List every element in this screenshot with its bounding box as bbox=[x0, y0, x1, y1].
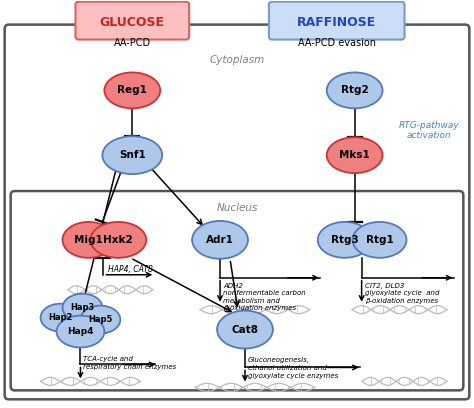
FancyBboxPatch shape bbox=[11, 191, 463, 390]
Text: TCA-cycle and
respiratory chain enzymes: TCA-cycle and respiratory chain enzymes bbox=[83, 357, 177, 370]
Text: RAFFINOSE: RAFFINOSE bbox=[297, 16, 376, 29]
Text: AA-PCD: AA-PCD bbox=[114, 38, 151, 48]
Text: Snf1: Snf1 bbox=[119, 150, 146, 160]
Ellipse shape bbox=[318, 222, 372, 258]
Text: Rtg1: Rtg1 bbox=[366, 235, 393, 245]
Text: Hap3: Hap3 bbox=[70, 303, 95, 312]
Text: Hap2: Hap2 bbox=[48, 313, 73, 322]
Text: Gluconeogenesis,
ethanol utilization and
glyoxylate cycle enzymes: Gluconeogenesis, ethanol utilization and… bbox=[248, 357, 338, 379]
Ellipse shape bbox=[41, 304, 81, 332]
Text: CIT2, DLD3
glyoxylate cycle  and
β-oxidation enzymes: CIT2, DLD3 glyoxylate cycle and β-oxidat… bbox=[365, 283, 439, 304]
FancyBboxPatch shape bbox=[75, 2, 189, 40]
Ellipse shape bbox=[327, 137, 383, 173]
Ellipse shape bbox=[217, 310, 273, 348]
Text: Mig1: Mig1 bbox=[74, 235, 103, 245]
Text: GLUCOSE: GLUCOSE bbox=[100, 16, 165, 29]
Text: Hxk2: Hxk2 bbox=[103, 235, 133, 245]
Text: Adr1: Adr1 bbox=[206, 235, 234, 245]
Ellipse shape bbox=[102, 136, 162, 174]
FancyBboxPatch shape bbox=[5, 24, 469, 399]
Text: Mks1: Mks1 bbox=[339, 150, 370, 160]
Ellipse shape bbox=[327, 73, 383, 109]
Text: RTG-pathway
activation: RTG-pathway activation bbox=[399, 120, 460, 140]
Text: Reg1: Reg1 bbox=[118, 85, 147, 95]
Ellipse shape bbox=[56, 316, 104, 348]
Ellipse shape bbox=[104, 73, 160, 109]
Text: ADH2
nonfermentable carbon
metabolism and
β-oxidation enzymes: ADH2 nonfermentable carbon metabolism an… bbox=[223, 283, 306, 311]
FancyBboxPatch shape bbox=[269, 2, 404, 40]
Ellipse shape bbox=[63, 294, 102, 322]
Text: Cytoplasm: Cytoplasm bbox=[210, 55, 264, 66]
Text: Rtg2: Rtg2 bbox=[341, 85, 368, 95]
Ellipse shape bbox=[81, 306, 120, 334]
Ellipse shape bbox=[353, 222, 407, 258]
Ellipse shape bbox=[63, 222, 114, 258]
Text: Nucleus: Nucleus bbox=[216, 203, 258, 213]
Text: Hap5: Hap5 bbox=[88, 315, 113, 324]
Text: Cat8: Cat8 bbox=[231, 325, 258, 335]
Text: AA-PCD evasion: AA-PCD evasion bbox=[298, 38, 376, 48]
Ellipse shape bbox=[91, 222, 146, 258]
Text: Hap4: Hap4 bbox=[67, 327, 94, 336]
Ellipse shape bbox=[192, 221, 248, 259]
Text: Rtg3: Rtg3 bbox=[331, 235, 358, 245]
Text: HAP4, CAT8: HAP4, CAT8 bbox=[109, 265, 153, 274]
